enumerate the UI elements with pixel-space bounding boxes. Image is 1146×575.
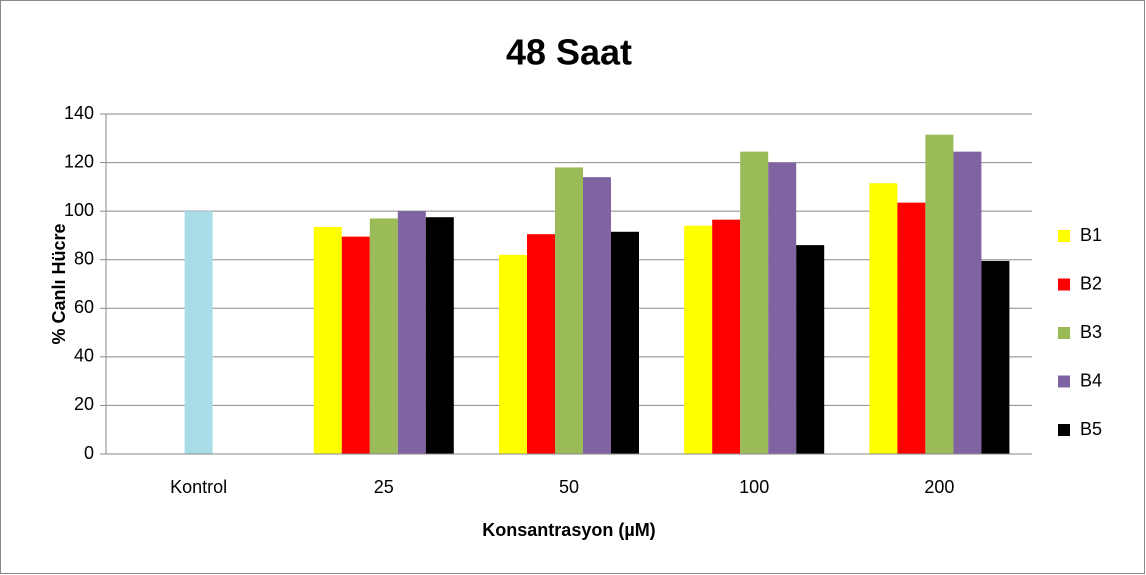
bar [684,225,713,454]
bar [369,218,398,454]
bar [897,202,926,454]
legend-label: B5 [1080,419,1102,439]
x-tick-label: Kontrol [170,477,227,497]
y-axis-label: % Canlı Hücre [49,223,69,344]
y-tick-label: 60 [74,297,94,317]
x-tick-label: 200 [924,477,954,497]
bar [313,226,342,454]
x-axis-label: Konsantrasyon (µM) [482,520,655,540]
legend-swatch [1058,230,1070,242]
legend-label: B4 [1080,370,1102,390]
legend-label: B2 [1080,273,1102,293]
bar [341,236,370,454]
bar [425,217,454,454]
bar [925,134,954,454]
bar [611,231,639,454]
bar [981,260,1010,454]
bar [184,211,213,454]
x-tick-label: 50 [559,477,579,497]
bar [397,211,426,454]
bar [527,234,555,454]
legend-swatch [1058,375,1070,388]
bar [583,177,611,454]
bar [555,167,583,454]
legend-swatch [1058,327,1070,339]
y-tick-label: 20 [74,394,94,414]
legend-swatch [1058,424,1070,436]
chart-title: 48 Saat [506,32,632,73]
y-tick-label: 80 [74,248,94,268]
y-tick-label: 0 [84,443,94,463]
bar [953,151,982,454]
bar [869,183,898,454]
bar [768,162,797,455]
legend-label: B3 [1080,322,1102,342]
bar [712,219,741,454]
y-tick-label: 120 [64,151,94,171]
x-tick-label: 25 [374,477,394,497]
legend-swatch [1058,278,1070,291]
x-tick-label: 100 [739,477,769,497]
y-tick-label: 100 [64,200,94,220]
legend-label: B1 [1080,225,1102,245]
bar [796,245,825,454]
y-tick-label: 140 [64,103,94,123]
bar [499,254,527,454]
y-tick-label: 40 [74,346,94,366]
bar [740,151,769,454]
